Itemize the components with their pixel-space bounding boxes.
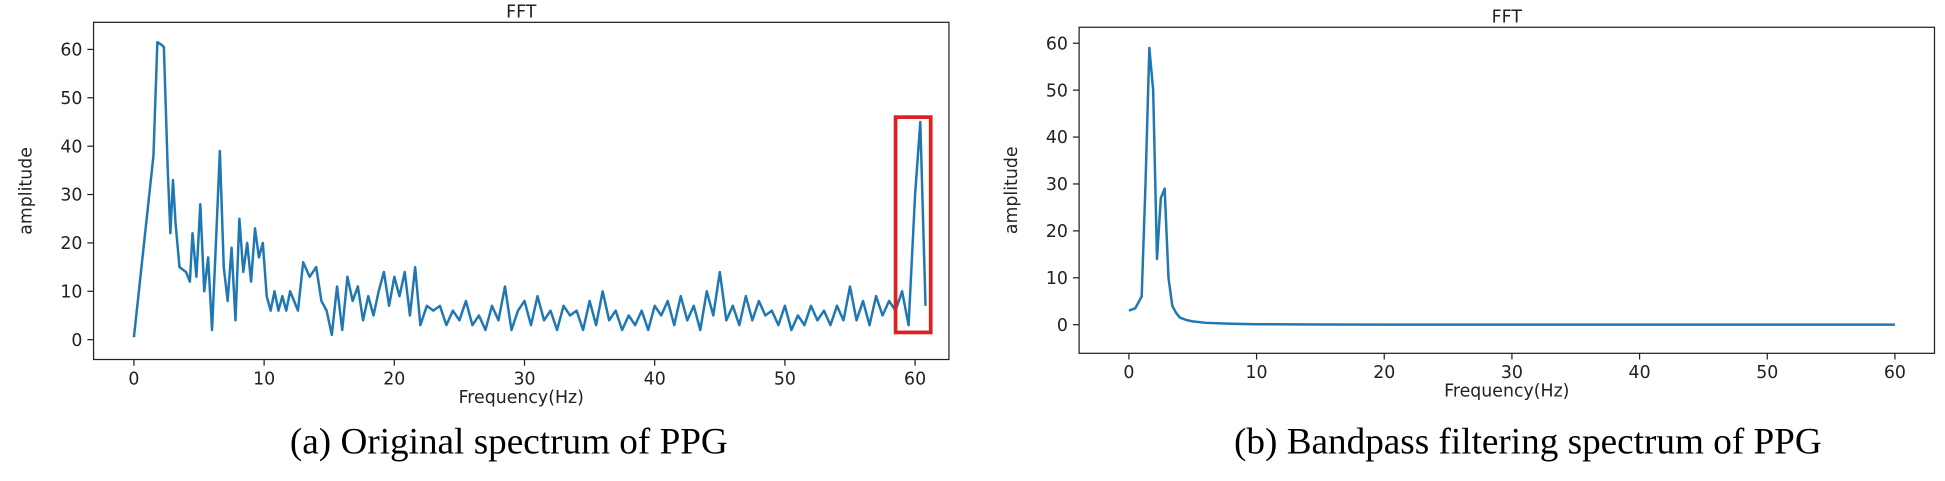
y-axis-label: amplitude [17, 147, 37, 235]
y-tick-label: 30 [1046, 175, 1068, 195]
x-tick-label: 0 [128, 369, 139, 389]
caption: (b) Bandpass filtering spectrum of PPG [1234, 422, 1822, 463]
y-tick-label: 20 [1046, 222, 1068, 242]
x-tick-label: 60 [904, 369, 926, 389]
x-axis-label: Frequency(Hz) [1444, 382, 1569, 402]
x-tick-label: 30 [1501, 363, 1523, 383]
x-tick-label: 30 [513, 369, 535, 389]
y-tick-label: 0 [71, 331, 82, 351]
y-tick-label: 40 [1046, 128, 1068, 148]
x-tick-label: 60 [1884, 363, 1906, 383]
chart-title: FFT [1492, 7, 1523, 27]
x-tick-label: 50 [774, 369, 796, 389]
x-tick-label: 40 [1629, 363, 1651, 383]
y-tick-label: 50 [60, 89, 82, 109]
highlight-box [893, 115, 933, 335]
series-line [1128, 46, 1895, 326]
y-tick-label: 20 [60, 234, 82, 254]
x-tick-label: 20 [383, 369, 405, 389]
x-tick-label: 40 [644, 369, 666, 389]
y-axis-label: amplitude [1002, 146, 1022, 234]
plot-frame [92, 21, 950, 361]
y-tick-label: 60 [60, 41, 82, 61]
chart-title: FFT [506, 2, 537, 22]
series-line [132, 40, 927, 338]
x-tick-label: 20 [1373, 363, 1395, 383]
x-tick-label: 50 [1756, 363, 1778, 383]
y-tick-label: 60 [1046, 34, 1068, 54]
y-tick-label: 40 [60, 137, 82, 157]
y-tick-label: 30 [60, 186, 82, 206]
plot-frame [1078, 26, 1936, 354]
caption: (a) Original spectrum of PPG [290, 422, 728, 463]
y-tick-label: 10 [1046, 269, 1068, 289]
y-tick-label: 50 [1046, 81, 1068, 101]
y-tick-label: 10 [60, 282, 82, 302]
x-tick-label: 0 [1123, 363, 1134, 383]
y-tick-label: 0 [1057, 316, 1068, 336]
x-axis-label: Frequency(Hz) [459, 388, 584, 408]
x-tick-label: 10 [253, 369, 275, 389]
x-tick-label: 10 [1246, 363, 1268, 383]
